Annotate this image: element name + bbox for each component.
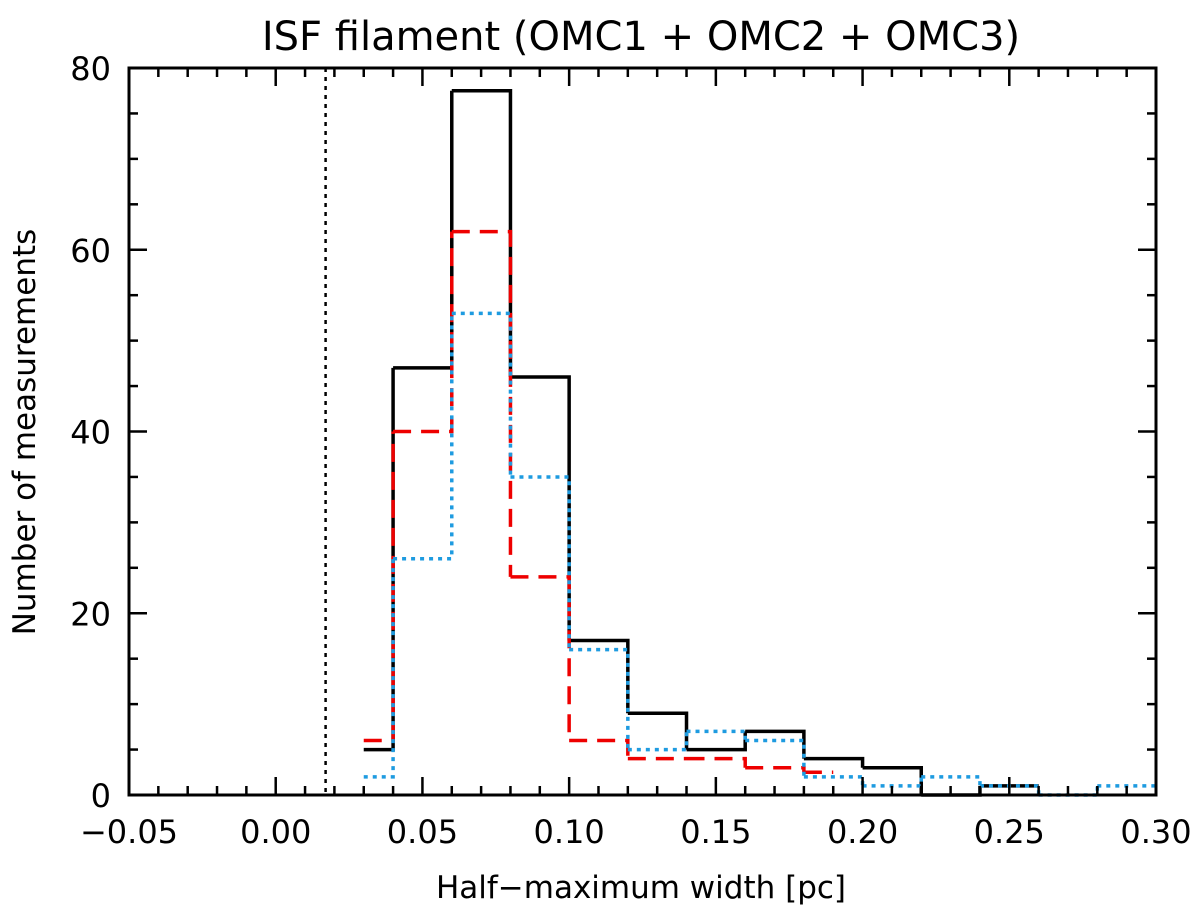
- bin-dashed-3: [510, 575, 571, 741]
- bin-dashed-6: [686, 756, 747, 768]
- bin-dotted-5: [627, 731, 689, 752]
- bin-solid-6: [686, 731, 747, 752]
- bin-dashed-0: [363, 431, 395, 743]
- y-axis-label: Number of measurements: [7, 229, 43, 636]
- bin-dotted-1: [393, 313, 454, 561]
- y-tick-label: 40: [70, 414, 111, 452]
- bin-dotted-6: [686, 729, 747, 741]
- bin-solid-0: [363, 367, 395, 752]
- bin-solid-3: [510, 375, 571, 641]
- bin-dotted-4: [569, 647, 630, 750]
- plot-frame: [127, 66, 1158, 797]
- series-solid: [363, 88, 1039, 797]
- x-tick-label: 0.15: [680, 813, 751, 851]
- bin-dotted-7: [745, 738, 806, 777]
- x-tick-label: 0.25: [974, 813, 1045, 851]
- bin-dashed-1: [393, 231, 454, 434]
- bin-dotted-2: [451, 311, 513, 477]
- bin-solid-2: [451, 88, 513, 377]
- axis-ticks: −0.05 0.00 0.05 0.10 0.15 0.20 0.25 0.30 0 20 40 60…: [70, 50, 1191, 851]
- bin-solid-7: [745, 729, 806, 759]
- series-dashed: [363, 229, 834, 775]
- bin-dotted-10: [921, 775, 982, 786]
- chart-title: ISF filament (OMC1 + OMC2 + OMC3): [262, 14, 1020, 60]
- series-dotted: [363, 311, 1156, 797]
- bin-solid-8: [803, 756, 865, 768]
- x-tick-label: 0.30: [1120, 813, 1191, 851]
- y-tick-label: 0: [91, 777, 111, 815]
- x-tick-label: 0.05: [387, 813, 458, 851]
- bin-dotted-8: [803, 775, 865, 786]
- x-tick-label: −0.05: [80, 813, 178, 851]
- bin-dashed-7: [745, 765, 806, 773]
- y-tick-label: 80: [70, 50, 111, 88]
- bin-solid-9: [862, 765, 924, 795]
- bin-dotted-0: [363, 558, 395, 779]
- bin-dotted-9: [862, 776, 924, 788]
- bin-dotted-3: [510, 475, 571, 650]
- bin-dashed-4: [569, 738, 630, 759]
- x-tick-label: 0.00: [240, 813, 311, 851]
- plot-area: [324, 68, 1156, 797]
- y-tick-label: 20: [70, 595, 111, 633]
- bin-solid-5: [627, 711, 689, 750]
- x-tick-label: 0.10: [534, 813, 605, 851]
- x-axis-label: Half−maximum width [pc]: [436, 870, 846, 906]
- bin-solid-4: [569, 638, 630, 714]
- x-tick-label: 0.20: [827, 813, 898, 851]
- bin-dashed-2: [451, 229, 513, 577]
- y-tick-label: 60: [70, 232, 111, 270]
- bin-solid-1: [393, 90, 454, 370]
